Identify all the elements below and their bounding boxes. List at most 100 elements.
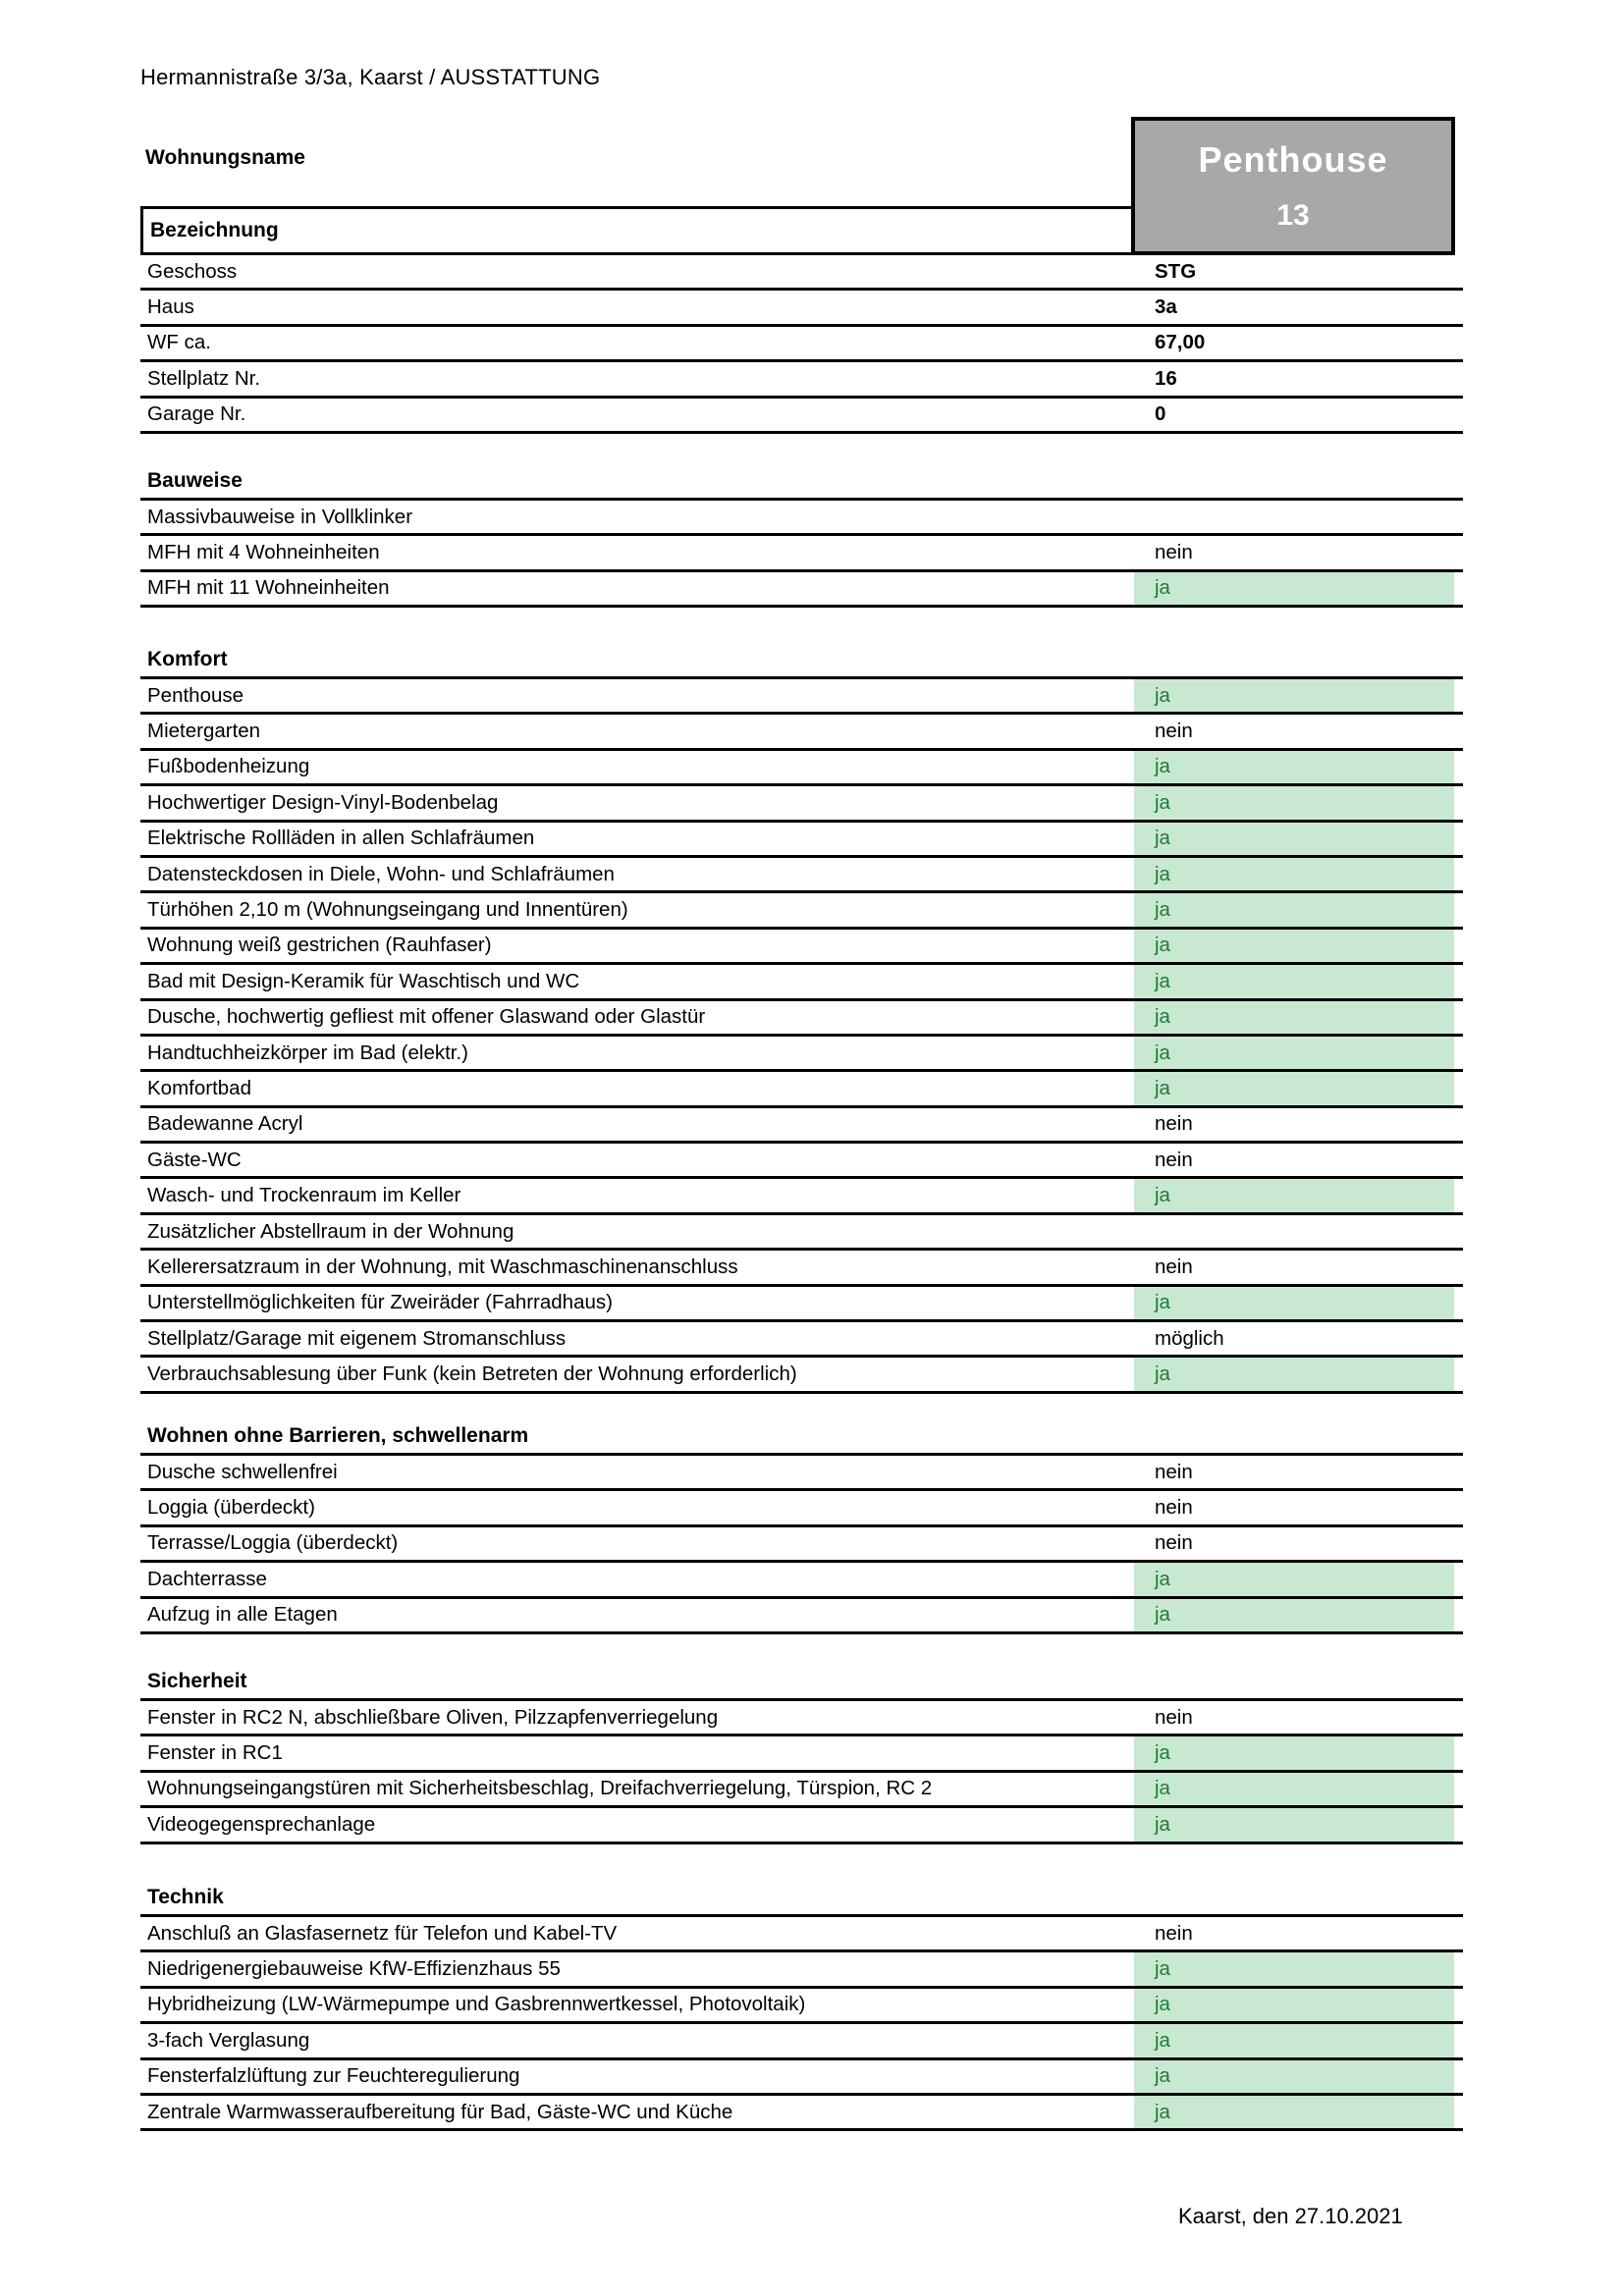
row-value-highlighted: ja	[1134, 1000, 1454, 1034]
row-value-highlighted: ja	[1134, 2024, 1454, 2057]
table-row: Niedrigenergiebauweise KfW-Effizienzhaus…	[140, 1952, 1463, 1989]
section-title: Technik	[140, 1886, 1463, 1917]
table-row: Zusätzlicher Abstellraum in der Wohnung	[140, 1215, 1463, 1252]
row-value-highlighted: ja	[1134, 750, 1454, 784]
row-label: Elektrische Rollläden in allen Schlafräu…	[147, 827, 535, 850]
section: Komfort Penthouse ja Mietergarten nein Fußbod…	[140, 648, 1463, 1394]
row-label: Garage Nr.	[147, 402, 246, 426]
table-row: Dachterrasse ja	[140, 1563, 1463, 1599]
row-label: Terrasse/Loggia (überdeckt)	[147, 1531, 399, 1555]
row-label: Badewanne Acryl	[147, 1112, 303, 1136]
row-value: nein	[1155, 1460, 1193, 1483]
row-label: MFH mit 11 Wohneinheiten	[147, 576, 390, 600]
row-label: Dachterrasse	[147, 1567, 267, 1590]
table-row: Fensterfalzlüftung zur Feuchteregulierun…	[140, 2059, 1463, 2096]
table-row: Dusche, hochwertig gefliest mit offener …	[140, 1000, 1463, 1037]
table-row: Türhöhen 2,10 m (Wohnungseingang und Inn…	[140, 893, 1463, 930]
row-value: 67,00	[1155, 331, 1206, 354]
table-row: Verbrauchsablesung über Funk (kein Betre…	[140, 1358, 1463, 1394]
row-label: WF ca.	[147, 331, 211, 354]
table-row: Unterstellmöglichkeiten für Zweiräder (F…	[140, 1286, 1463, 1323]
table-row: Loggia (überdeckt) nein	[140, 1491, 1463, 1527]
table-row: Datensteckdosen in Diele, Wohn- und Schl…	[140, 857, 1463, 894]
table-row: Wohnungseingangstüren mit Sicherheitsbes…	[140, 1772, 1463, 1809]
row-label: Massivbauweise in Vollklinker	[147, 505, 413, 528]
table-row: Terrasse/Loggia (überdeckt) nein	[140, 1527, 1463, 1564]
row-label: Verbrauchsablesung über Funk (kein Betre…	[147, 1362, 797, 1386]
row-value-highlighted: ja	[1134, 571, 1454, 606]
row-label: Hochwertiger Design-Vinyl-Bodenbelag	[147, 790, 499, 814]
row-value: nein	[1155, 1148, 1193, 1171]
table-row: Penthouse ja	[140, 679, 1463, 716]
section: Bauweise Massivbauweise in Vollklinker MFH…	[140, 469, 1463, 609]
bezeichnung-box: Bezeichnung	[140, 206, 1136, 255]
row-label: MFH mit 4 Wohneinheiten	[147, 541, 380, 564]
row-value: möglich	[1155, 1326, 1224, 1350]
row-label: Niedrigenergiebauweise KfW-Effizienzhaus…	[147, 1957, 561, 1981]
row-label: Stellplatz Nr.	[147, 366, 261, 390]
row-value: nein	[1155, 1112, 1193, 1136]
row-value-highlighted: ja	[1134, 1772, 1454, 1806]
table-row: Massivbauweise in Vollklinker	[140, 501, 1463, 537]
wohnungsname-label: Wohnungsname	[145, 146, 305, 169]
row-label: Wohnung weiß gestrichen (Rauhfaser)	[147, 934, 492, 957]
table-row: Aufzug in alle Etagen ja	[140, 1598, 1463, 1634]
apartment-number: 13	[1276, 199, 1310, 232]
row-value: nein	[1155, 1531, 1193, 1555]
row-value: nein	[1155, 1921, 1193, 1945]
row-label: Dusche, hochwertig gefliest mit offener …	[147, 1005, 706, 1029]
table-row: Anschluß an Glasfasernetz für Telefon un…	[140, 1917, 1463, 1953]
section-title: Sicherheit	[140, 1670, 1463, 1701]
table-row: Videogegensprechanlage ja	[140, 1808, 1463, 1844]
apartment-name-box: Penthouse 13	[1131, 117, 1455, 255]
row-label: Penthouse	[147, 683, 244, 707]
row-label: Fußbodenheizung	[147, 755, 310, 778]
table-row: Fenster in RC1 ja	[140, 1736, 1463, 1773]
row-value: nein	[1155, 1255, 1193, 1278]
row-label: Zusätzlicher Abstellraum in der Wohnung	[147, 1219, 514, 1243]
row-label: Geschoss	[147, 259, 238, 283]
section-title: Komfort	[140, 648, 1463, 679]
section-title: Wohnen ohne Barrieren, schwellenarm	[140, 1424, 1463, 1456]
row-value-highlighted: ja	[1134, 822, 1454, 855]
row-value-highlighted: ja	[1134, 1358, 1454, 1391]
row-value: nein	[1155, 720, 1193, 743]
table-row: Fenster in RC2 N, abschließbare Oliven, …	[140, 1701, 1463, 1737]
row-value-highlighted: ja	[1134, 2059, 1454, 2093]
row-label: Wasch- und Trockenraum im Keller	[147, 1184, 461, 1207]
row-value: 16	[1155, 366, 1177, 390]
row-label: 3-fach Verglasung	[147, 2028, 310, 2052]
row-label: Kellerersatzraum in der Wohnung, mit Was…	[147, 1255, 738, 1278]
table-row: Komfortbad ja	[140, 1072, 1463, 1108]
row-label: Videogegensprechanlage	[147, 1812, 376, 1836]
row-label: Anschluß an Glasfasernetz für Telefon un…	[147, 1921, 618, 1945]
row-value-highlighted: ja	[1134, 1036, 1454, 1070]
row-value-highlighted: ja	[1134, 1072, 1454, 1105]
row-label: Dusche schwellenfrei	[147, 1460, 338, 1483]
row-value-highlighted: ja	[1134, 2095, 1454, 2129]
table-row: Zentrale Warmwasseraufbereitung für Bad,…	[140, 2095, 1463, 2132]
row-value	[1134, 1215, 1454, 1248]
table-row: Wohnung weiß gestrichen (Rauhfaser) ja	[140, 929, 1463, 966]
row-label: Loggia (überdeckt)	[147, 1496, 315, 1520]
row-label: Bad mit Design-Keramik für Waschtisch un…	[147, 969, 580, 992]
table-row: Hybridheizung (LW-Wärmepumpe und Gasbren…	[140, 1988, 1463, 2025]
row-value-highlighted: ja	[1134, 893, 1454, 927]
row-label: Hybridheizung (LW-Wärmepumpe und Gasbren…	[147, 1993, 806, 2016]
row-value-highlighted: ja	[1134, 1598, 1454, 1631]
row-label: Unterstellmöglichkeiten für Zweiräder (F…	[147, 1291, 613, 1314]
table-row: Haus 3a	[140, 291, 1463, 327]
row-value-highlighted: ja	[1134, 965, 1454, 998]
table-row: Fußbodenheizung ja	[140, 750, 1463, 787]
row-value: 0	[1155, 402, 1166, 426]
row-label: Haus	[147, 295, 194, 319]
table-row: Gäste-WC nein	[140, 1144, 1463, 1180]
row-value-highlighted: ja	[1134, 1286, 1454, 1320]
section: Technik Anschluß an Glasfasernetz für Tel…	[140, 1886, 1463, 2132]
row-value-highlighted: ja	[1134, 786, 1454, 820]
row-label: Fenster in RC2 N, abschließbare Oliven, …	[147, 1705, 719, 1729]
row-value-highlighted: ja	[1134, 1952, 1454, 1986]
apartment-name: Penthouse	[1198, 139, 1388, 180]
section: Sicherheit Fenster in RC2 N, abschließbar…	[140, 1670, 1463, 1844]
